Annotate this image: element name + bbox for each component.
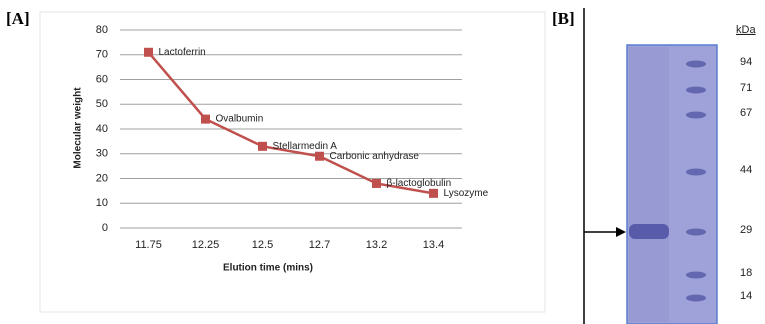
figure: [A] Elution time (mins) Molecular weight… — [0, 0, 765, 324]
gel-lane — [629, 47, 669, 322]
point-label: Stellarmedin A — [273, 141, 338, 152]
marker-label: 14 — [740, 290, 752, 302]
y-tick-label: 0 — [102, 222, 108, 234]
arrow-head — [616, 227, 626, 237]
y-tick-label: 40 — [96, 123, 108, 135]
ladder-band — [686, 229, 706, 236]
y-tick-label: 80 — [96, 24, 108, 36]
y-tick-label: 30 — [96, 148, 108, 160]
x-tick-label: 13.4 — [423, 239, 444, 251]
ladder-band — [686, 112, 706, 119]
point-label: β-lactoglobulin — [387, 178, 452, 189]
ladder-band — [686, 272, 706, 279]
point — [315, 152, 324, 161]
point — [372, 179, 381, 188]
y-tick-label: 70 — [96, 49, 108, 61]
x-axis-title: Elution time (mins) — [223, 263, 313, 274]
x-tick-label: 12.25 — [192, 239, 220, 251]
point — [144, 48, 153, 57]
y-tick-label: 20 — [96, 172, 108, 184]
panel-label: [B] — [552, 9, 575, 28]
x-tick-label: 12.5 — [252, 239, 273, 251]
point — [201, 115, 210, 124]
ladder-band — [686, 87, 706, 94]
panel-label: [A] — [6, 9, 30, 28]
ladder-band — [686, 295, 706, 302]
x-tick-label: 13.2 — [366, 239, 387, 251]
y-tick-label: 50 — [96, 98, 108, 110]
point — [258, 142, 267, 151]
marker-label: 18 — [740, 267, 752, 279]
unit-label: kDa — [736, 24, 756, 36]
point-label: Lysozyme — [444, 188, 489, 199]
point-label: Carbonic anhydrase — [330, 151, 420, 162]
marker-label: 67 — [740, 107, 752, 119]
point — [429, 189, 438, 198]
line — [149, 52, 434, 193]
ladder-band — [686, 169, 706, 176]
point-label: Ovalbumin — [216, 114, 264, 125]
x-tick-label: 12.7 — [309, 239, 330, 251]
y-tick-label: 60 — [96, 73, 108, 85]
y-tick-label: 10 — [96, 197, 108, 209]
y-axis-title: Molecular weight — [73, 87, 84, 169]
ladder-band — [686, 61, 706, 68]
x-tick-label: 11.75 — [135, 239, 162, 251]
point-label: Lactoferrin — [159, 47, 206, 58]
marker-label: 71 — [740, 82, 752, 94]
marker-label: 29 — [740, 224, 752, 236]
marker-label: 44 — [740, 164, 752, 176]
marker-label: 94 — [740, 56, 752, 68]
